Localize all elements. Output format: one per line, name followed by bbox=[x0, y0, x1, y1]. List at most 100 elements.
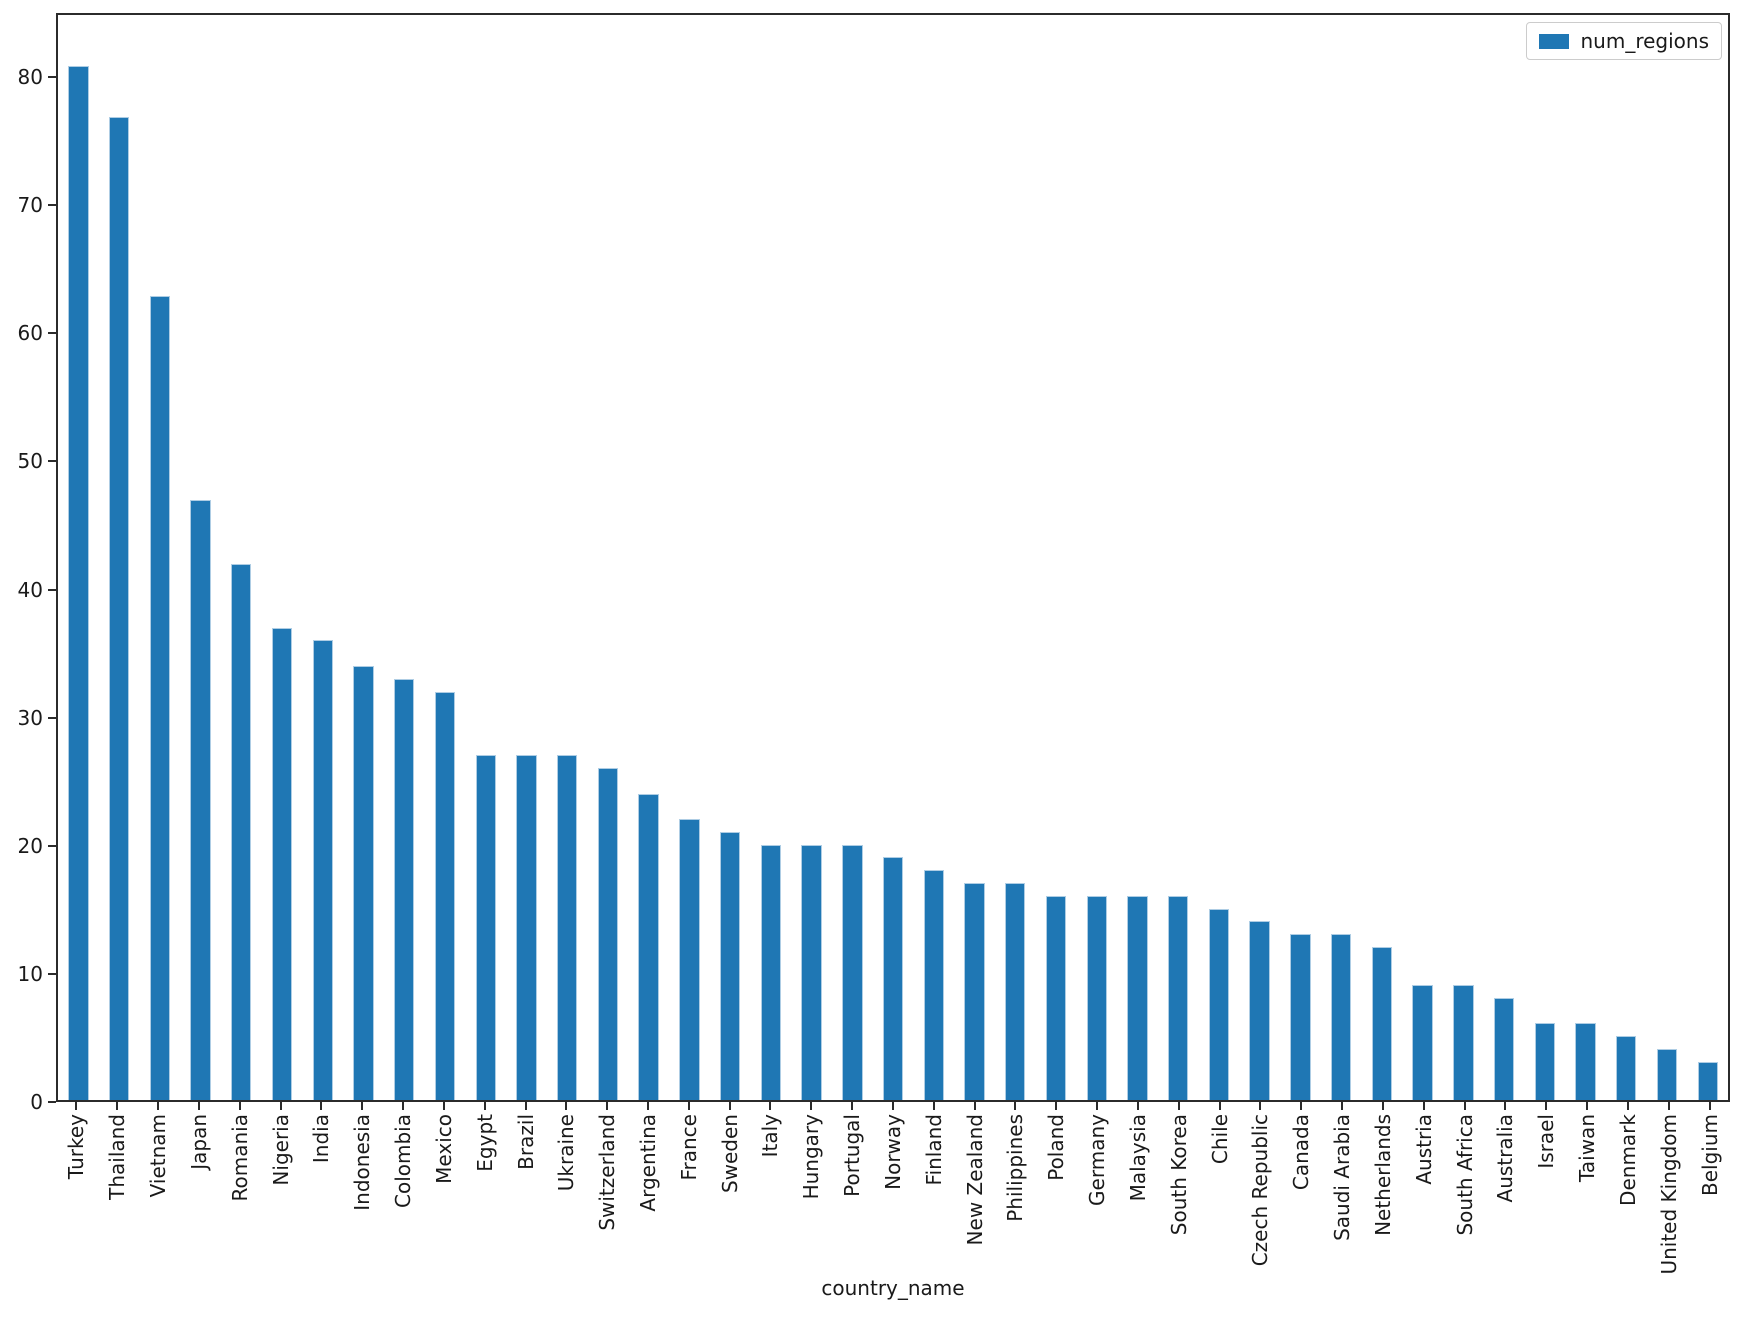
x-tick-slot bbox=[1158, 1102, 1199, 1110]
x-tick-label-slot: Philippines bbox=[995, 1114, 1036, 1274]
x-tick-label: Malaysia bbox=[1125, 1114, 1150, 1202]
x-tick-label: Israel bbox=[1534, 1114, 1559, 1169]
x-tick-slot bbox=[219, 1102, 260, 1110]
bar bbox=[1330, 934, 1352, 1100]
x-tick-label-slot: Portugal bbox=[832, 1114, 873, 1274]
x-tick-slot bbox=[342, 1102, 383, 1110]
x-tick-label-slot: United Kingdom bbox=[1648, 1114, 1689, 1275]
y-tick-mark bbox=[48, 332, 56, 335]
x-tick-label: India bbox=[309, 1114, 334, 1164]
x-tick-slot bbox=[1077, 1102, 1118, 1110]
x-tick-slot bbox=[138, 1102, 179, 1110]
x-tick-mark bbox=[1422, 1102, 1425, 1110]
x-tick-mark bbox=[238, 1102, 241, 1110]
y-tick-label: 50 bbox=[17, 449, 43, 474]
bar bbox=[1493, 997, 1515, 1100]
x-tick-label: United Kingdom bbox=[1656, 1114, 1681, 1275]
y-tick-label: 60 bbox=[17, 321, 43, 346]
bar-slot bbox=[669, 15, 710, 1100]
x-tick-label: Argentina bbox=[636, 1114, 660, 1212]
x-tick-slot bbox=[178, 1102, 219, 1110]
x-tick-label-slot: Japan bbox=[178, 1114, 219, 1274]
bar-slot bbox=[1687, 15, 1728, 1100]
bar-slot bbox=[1565, 15, 1606, 1100]
x-tick-mark bbox=[75, 1102, 78, 1110]
x-tick-slot bbox=[1607, 1102, 1648, 1110]
bar bbox=[638, 793, 659, 1100]
bar bbox=[1453, 985, 1474, 1100]
bar bbox=[1656, 1048, 1678, 1100]
x-tick-mark bbox=[1136, 1102, 1139, 1110]
bar bbox=[1697, 1061, 1718, 1100]
x-tick-mark bbox=[279, 1102, 282, 1110]
plot-area: num_regions bbox=[56, 13, 1730, 1102]
x-axis-title: country_name bbox=[821, 1276, 965, 1300]
x-tick-label: Colombia bbox=[391, 1114, 416, 1208]
x-tick-label-slot: Colombia bbox=[383, 1114, 424, 1274]
x-tick-mark bbox=[851, 1102, 854, 1110]
bar bbox=[434, 691, 456, 1100]
x-tick-label-slot: Egypt bbox=[464, 1114, 505, 1274]
y-tick: 60 bbox=[7, 323, 56, 343]
bar-slot bbox=[139, 15, 180, 1100]
x-tick-label-slot: Israel bbox=[1526, 1114, 1567, 1274]
x-tick-mark bbox=[1504, 1102, 1507, 1110]
x-tick-mark bbox=[647, 1102, 649, 1110]
bar bbox=[882, 857, 904, 1100]
x-tick-slot bbox=[1485, 1102, 1526, 1110]
bar bbox=[1168, 895, 1189, 1100]
x-tick-slot bbox=[750, 1102, 791, 1110]
bar-slot bbox=[262, 15, 303, 1100]
x-tick-slot bbox=[1444, 1102, 1485, 1110]
x-tick-mark bbox=[728, 1102, 731, 1110]
bar-slot bbox=[873, 15, 914, 1100]
x-tick-mark bbox=[1545, 1102, 1548, 1110]
x-tick-label-slot: Taiwan bbox=[1567, 1114, 1608, 1274]
x-tick-slot bbox=[546, 1102, 587, 1110]
x-tick-label: Australia bbox=[1493, 1114, 1518, 1203]
x-tick-slot bbox=[1689, 1102, 1730, 1110]
x-tick-label: Belgium bbox=[1697, 1114, 1722, 1196]
y-tick-label: 20 bbox=[17, 833, 43, 858]
x-tick-label-slot: Norway bbox=[873, 1114, 914, 1274]
y-tick-mark bbox=[48, 460, 56, 463]
bar-slot bbox=[1402, 15, 1443, 1100]
x-tick-label-slot: Austria bbox=[1403, 1114, 1444, 1274]
y-tick-mark bbox=[48, 1101, 56, 1103]
y-tick-mark bbox=[48, 844, 56, 847]
x-tick-mark bbox=[1259, 1102, 1262, 1110]
x-tick-label: Indonesia bbox=[350, 1114, 375, 1211]
x-tick-slot bbox=[791, 1102, 832, 1110]
x-tick-mark bbox=[1667, 1102, 1670, 1110]
x-tick-label-slot: Sweden bbox=[709, 1114, 750, 1274]
x-tick-slot bbox=[260, 1102, 301, 1110]
x-tick-slot bbox=[1526, 1102, 1567, 1110]
x-tick-label: Saudi Arabia bbox=[1330, 1114, 1355, 1241]
x-tick-slot bbox=[423, 1102, 464, 1110]
bar bbox=[801, 844, 822, 1100]
bar bbox=[842, 844, 863, 1100]
x-tick-label-slot: Denmark bbox=[1607, 1114, 1648, 1274]
x-tick-label-slot: Belgium bbox=[1689, 1114, 1730, 1274]
bar bbox=[475, 755, 496, 1100]
x-tick-label-slot: Indonesia bbox=[342, 1114, 383, 1274]
x-tick-slot bbox=[1240, 1102, 1281, 1110]
x-tick-mark bbox=[606, 1102, 609, 1110]
x-tick-label: Austria bbox=[1411, 1114, 1436, 1185]
x-tick-label: Romania bbox=[227, 1114, 252, 1202]
bar-slot bbox=[1117, 15, 1158, 1100]
y-tick: 20 bbox=[7, 836, 56, 856]
y-tick: 70 bbox=[7, 195, 56, 215]
y-tick-label: 0 bbox=[30, 1090, 43, 1114]
x-tick-label-slot: Ukraine bbox=[546, 1114, 587, 1274]
x-tick-label-slot: Vietnam bbox=[138, 1114, 179, 1274]
x-tick-slot bbox=[1118, 1102, 1159, 1110]
x-tick-label: Nigeria bbox=[268, 1114, 293, 1186]
x-tick-mark bbox=[1014, 1102, 1017, 1110]
x-tick-label: Taiwan bbox=[1575, 1114, 1600, 1183]
x-tick-slot bbox=[1567, 1102, 1608, 1110]
bar-slot bbox=[1524, 15, 1565, 1100]
bar bbox=[1249, 921, 1270, 1100]
x-tick-slot bbox=[913, 1102, 954, 1110]
x-tick-label: New Zealand bbox=[962, 1114, 987, 1246]
